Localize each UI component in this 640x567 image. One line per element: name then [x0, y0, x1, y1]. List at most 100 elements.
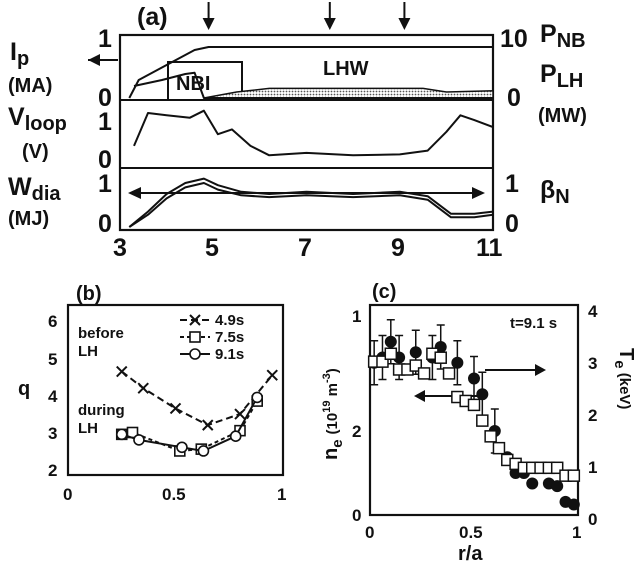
- q-point-3-3: [176, 441, 188, 454]
- q-point-3-2: [133, 434, 145, 446]
- c-right-tick-1: 1: [588, 458, 597, 477]
- vloop-label: Vloop: [8, 103, 67, 135]
- ne-point-16: [492, 441, 506, 455]
- ne-arrow-head: [414, 390, 425, 402]
- wdia-arrow-head: [128, 187, 141, 199]
- trace-p-nb: [133, 71, 493, 99]
- time-arrow-head-2: [323, 18, 336, 30]
- ne-point-3: [384, 347, 398, 361]
- betan-tick-1: 1: [505, 170, 519, 198]
- ne-point-13: [467, 398, 481, 412]
- wdia-label: Wdia: [8, 173, 61, 205]
- te-point-15: [526, 477, 539, 490]
- q-point-3-4: [197, 445, 210, 457]
- ne-point-15: [484, 430, 497, 443]
- c-right-tick-0: 0: [588, 510, 597, 529]
- panel-b-legend: 4.9s7.5s9.1s: [180, 312, 244, 363]
- q-axis-label: q: [18, 378, 30, 400]
- ne-point-10: [442, 367, 456, 380]
- text-before: before: [78, 325, 124, 342]
- c-right-tick-2: 2: [588, 406, 597, 425]
- pnb-label: PNB: [540, 20, 586, 52]
- ne-point-6: [409, 359, 423, 372]
- trace-vloop: [133, 109, 494, 157]
- betan-label: βN: [540, 176, 570, 208]
- c-x-tick-1: 1: [572, 523, 581, 542]
- trace-wdia: [128, 177, 494, 228]
- ip-label: Ip: [10, 38, 29, 70]
- ip-tick-1: 1: [98, 25, 112, 53]
- legend-label-3: 9.1s: [215, 346, 244, 363]
- te-point-5: [409, 346, 422, 359]
- q-tick-4: 4: [48, 387, 58, 406]
- time-tick-11: 11: [476, 234, 503, 262]
- legend-label-1: 4.9s: [215, 312, 244, 329]
- te-point-8: [451, 356, 464, 369]
- legend-label-2: 7.5s: [215, 329, 244, 346]
- panel-c: (c) ne(1019 m-3) Te (keV) 1 2 0 4 3 2 1 …: [320, 281, 637, 565]
- panel-c-series: [367, 319, 581, 511]
- time-arrow-head-3: [398, 18, 411, 30]
- power-unit: (MW): [538, 105, 587, 127]
- q-point-1-6: [266, 369, 278, 381]
- panel-b-frame: [66, 303, 285, 477]
- vloop-unit: (V): [22, 141, 49, 163]
- wdia-tick-0: 0: [98, 210, 112, 238]
- c-right-tick-3: 3: [588, 354, 597, 373]
- ne-point-7: [417, 367, 431, 380]
- ne-point-14: [476, 414, 489, 427]
- te-axis-label: Te (keV): [611, 348, 637, 409]
- te-point-10: [476, 388, 489, 401]
- panel-a-label: (a): [137, 3, 168, 31]
- time-tick-3: 3: [113, 234, 127, 262]
- panel-b: (b) q 2 3 4 5 6 0 0.5 1 before LH during…: [18, 283, 286, 504]
- panel-c-label: (c): [372, 281, 396, 303]
- q-point-3-5: [229, 430, 242, 442]
- time-arrow-head-1: [202, 18, 215, 30]
- time-annotation: t=9.1 s: [510, 315, 557, 332]
- ne-point-2: [376, 355, 389, 368]
- vloop-tick-0: 0: [98, 146, 112, 174]
- panel-a-traces: [128, 46, 494, 228]
- time-tick-9: 9: [391, 234, 405, 262]
- power-tick-10: 10: [500, 25, 528, 53]
- time-tick-5: 5: [205, 234, 219, 262]
- ne-point-9: [434, 351, 447, 364]
- lh-power-fill: [203, 87, 494, 99]
- q-point-1-1: [116, 365, 128, 378]
- q-point-1-4: [202, 419, 214, 431]
- c-left-tick-0: 0: [352, 506, 361, 525]
- text-before-lh: LH: [78, 343, 98, 360]
- b-x-tick-05: 0.5: [162, 485, 186, 504]
- vloop-tick-1: 1: [98, 108, 112, 136]
- q-tick-5: 5: [48, 350, 57, 369]
- power-tick-0: 0: [507, 84, 521, 112]
- q-point-1-2: [137, 382, 149, 394]
- panel-a-frame: [118, 33, 495, 232]
- c-x-tick-05: 0.5: [459, 523, 483, 542]
- betan-arrow-head: [472, 187, 485, 199]
- q-point-3-6: [251, 391, 264, 404]
- c-left-tick-1: 2: [352, 422, 361, 441]
- legend-marker-2: [189, 331, 201, 343]
- te-arrow-head: [535, 364, 546, 376]
- text-during: during: [78, 402, 125, 419]
- panel-b-series: [115, 314, 278, 457]
- legend-marker-3: [189, 348, 201, 360]
- te-point-19: [567, 498, 580, 511]
- c-left-tick-2: 1: [352, 307, 361, 326]
- c-right-tick-4: 4: [588, 302, 598, 321]
- nbi-text: NBI: [176, 73, 210, 95]
- ip-arrow-head: [88, 54, 100, 66]
- q-tick-3: 3: [48, 424, 57, 443]
- text-during-lh: LH: [78, 420, 98, 437]
- trace-betan: [128, 182, 494, 228]
- te-point-3: [384, 335, 397, 348]
- q-point-3-1: [115, 428, 128, 441]
- lhw-text: LHW: [323, 58, 369, 80]
- b-x-tick-1: 1: [277, 485, 286, 504]
- panel-c-frame: [368, 303, 580, 517]
- c-x-tick-0: 0: [365, 523, 374, 542]
- q-point-1-5: [234, 408, 246, 420]
